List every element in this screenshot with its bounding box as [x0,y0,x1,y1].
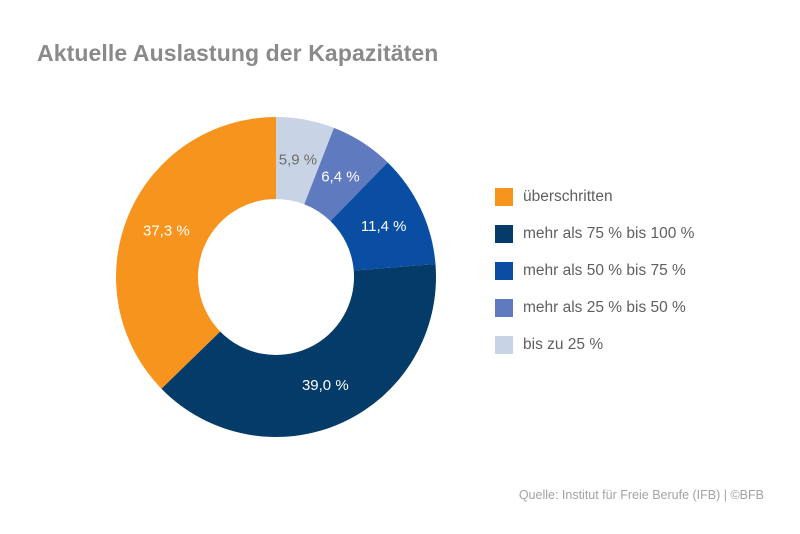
legend-swatch [495,335,513,354]
legend-swatch [495,187,513,206]
chart-title: Aktuelle Auslastung der Kapazitäten [37,40,439,66]
donut-slice [304,127,388,222]
slice-value-label: 5,9 % [279,152,317,169]
slice-value-label: 6,4 % [321,168,359,185]
source-note: Quelle: Institut für Freie Berufe (IFB) … [518,488,764,502]
legend-item-50-75: mehr als 50 % bis 75 % [495,252,694,289]
slice-value-label: 37,3 % [143,222,190,239]
donut-slice [276,117,334,205]
legend-label: mehr als 25 % bis 50 % [523,298,686,316]
slice-value-label: 11,4 % [361,218,407,235]
chart-legend: überschritten mehr als 75 % bis 100 % me… [495,178,694,363]
donut-slice [161,263,436,438]
legend-item-75-100: mehr als 75 % bis 100 % [495,215,694,252]
legend-item-ueberschritten: überschritten [495,178,694,215]
legend-swatch [495,224,513,243]
legend-swatch [495,298,513,317]
legend-swatch [495,261,513,280]
legend-label: mehr als 50 % bis 75 % [523,261,686,279]
slice-value-label: 39,0 % [302,377,349,394]
donut-slice [116,117,276,389]
legend-label: überschritten [523,187,613,205]
legend-label: bis zu 25 % [523,335,604,353]
donut-slice [330,162,436,271]
legend-item-25-50: mehr als 25 % bis 50 % [495,289,694,326]
legend-item-bis-25: bis zu 25 % [495,326,694,363]
legend-label: mehr als 75 % bis 100 % [523,224,695,242]
